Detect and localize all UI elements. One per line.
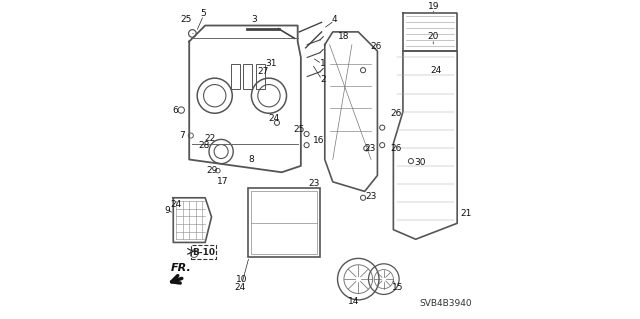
Bar [256, 64, 265, 89]
Text: 24: 24 [431, 66, 442, 75]
Text: 23: 23 [308, 179, 319, 188]
Text: 19: 19 [428, 2, 439, 11]
Text: B-10: B-10 [192, 248, 215, 256]
Text: 5: 5 [201, 9, 207, 18]
Text: 2: 2 [321, 75, 326, 84]
Text: 27: 27 [257, 67, 268, 76]
Text: 26: 26 [370, 42, 381, 51]
Text: 8: 8 [248, 155, 254, 164]
Text: 14: 14 [348, 297, 359, 306]
Text: 21: 21 [460, 209, 472, 218]
FancyBboxPatch shape [191, 245, 216, 259]
Bar [243, 64, 252, 89]
Text: 3: 3 [252, 15, 257, 24]
Text: 6: 6 [172, 106, 178, 115]
Text: 24: 24 [170, 200, 181, 209]
Text: 10: 10 [236, 275, 248, 284]
Text: 18: 18 [338, 32, 349, 41]
Bar [252, 191, 317, 254]
Bar [230, 64, 239, 89]
Text: 28: 28 [199, 141, 210, 150]
Text: SVB4B3940: SVB4B3940 [419, 299, 472, 308]
Text: 7: 7 [179, 131, 185, 140]
Bar [248, 188, 320, 257]
Text: 4: 4 [332, 15, 337, 24]
Text: 22: 22 [204, 134, 216, 143]
Text: 31: 31 [265, 59, 276, 68]
Text: 15: 15 [392, 283, 404, 292]
Text: 25: 25 [294, 125, 305, 134]
Text: 1: 1 [320, 59, 326, 68]
Text: 24: 24 [268, 114, 280, 122]
Text: 29: 29 [207, 166, 218, 175]
Text: 9: 9 [164, 206, 170, 215]
Text: 24: 24 [235, 283, 246, 292]
Text: 26: 26 [390, 144, 402, 153]
Text: 26: 26 [390, 109, 402, 118]
Text: FR.: FR. [171, 263, 191, 273]
Text: 17: 17 [217, 177, 228, 186]
Text: 23: 23 [365, 144, 376, 153]
Text: 30: 30 [415, 158, 426, 167]
Text: 20: 20 [428, 32, 439, 41]
Text: 16: 16 [313, 136, 324, 145]
Text: 25: 25 [180, 15, 192, 24]
Text: 23: 23 [365, 192, 377, 201]
